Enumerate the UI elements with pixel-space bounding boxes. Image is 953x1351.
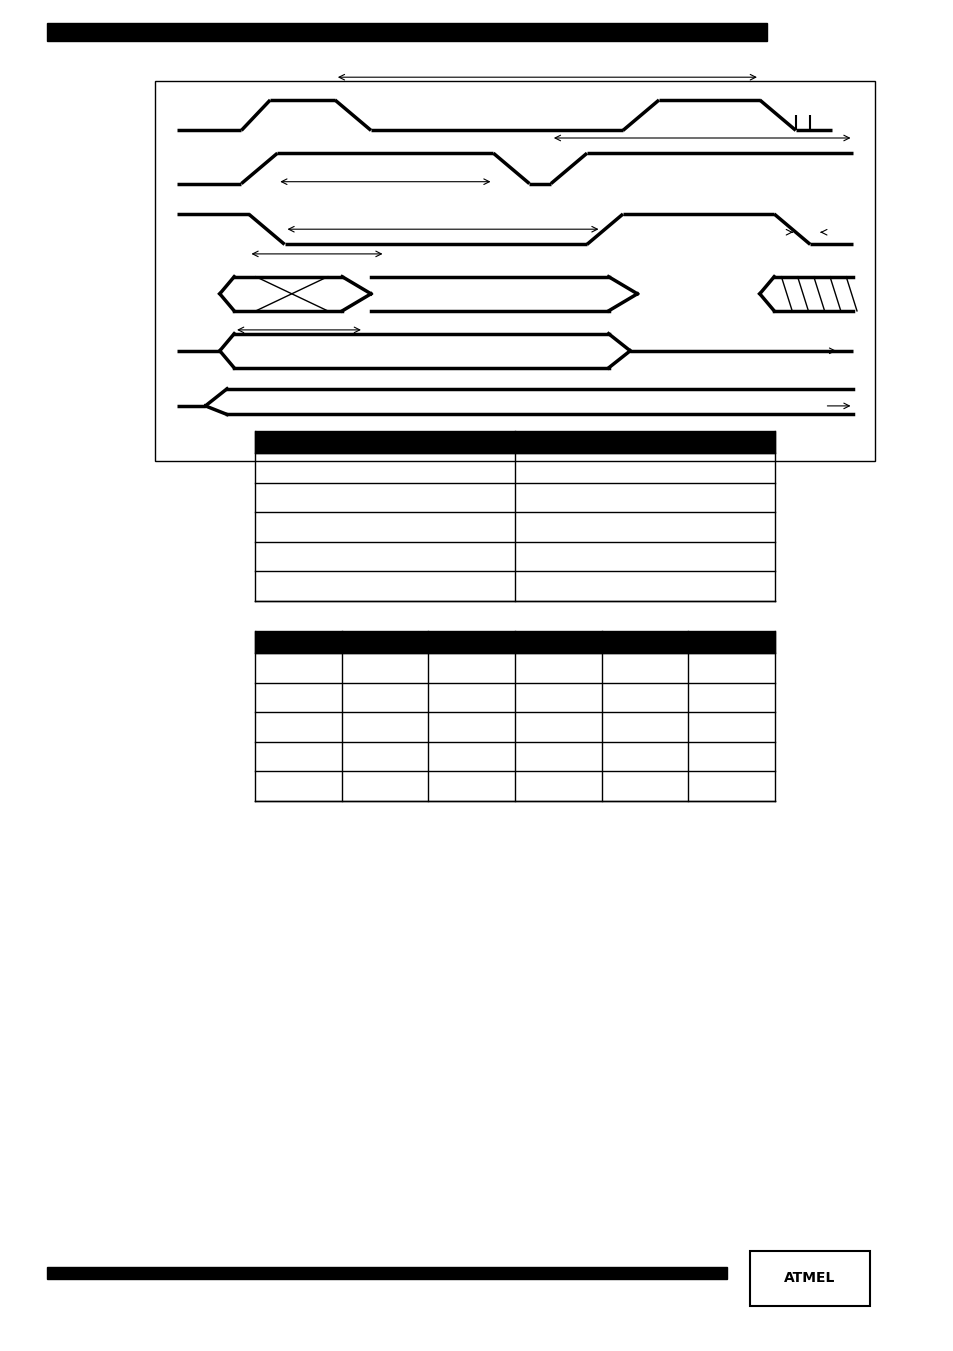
Bar (254, 431, 774, 453)
Bar (254, 631, 774, 653)
Bar (154, 81, 874, 461)
Bar (47, 23, 766, 41)
Bar (749, 1251, 869, 1306)
Bar (47, 1267, 726, 1279)
Text: ATMEL: ATMEL (783, 1271, 835, 1286)
